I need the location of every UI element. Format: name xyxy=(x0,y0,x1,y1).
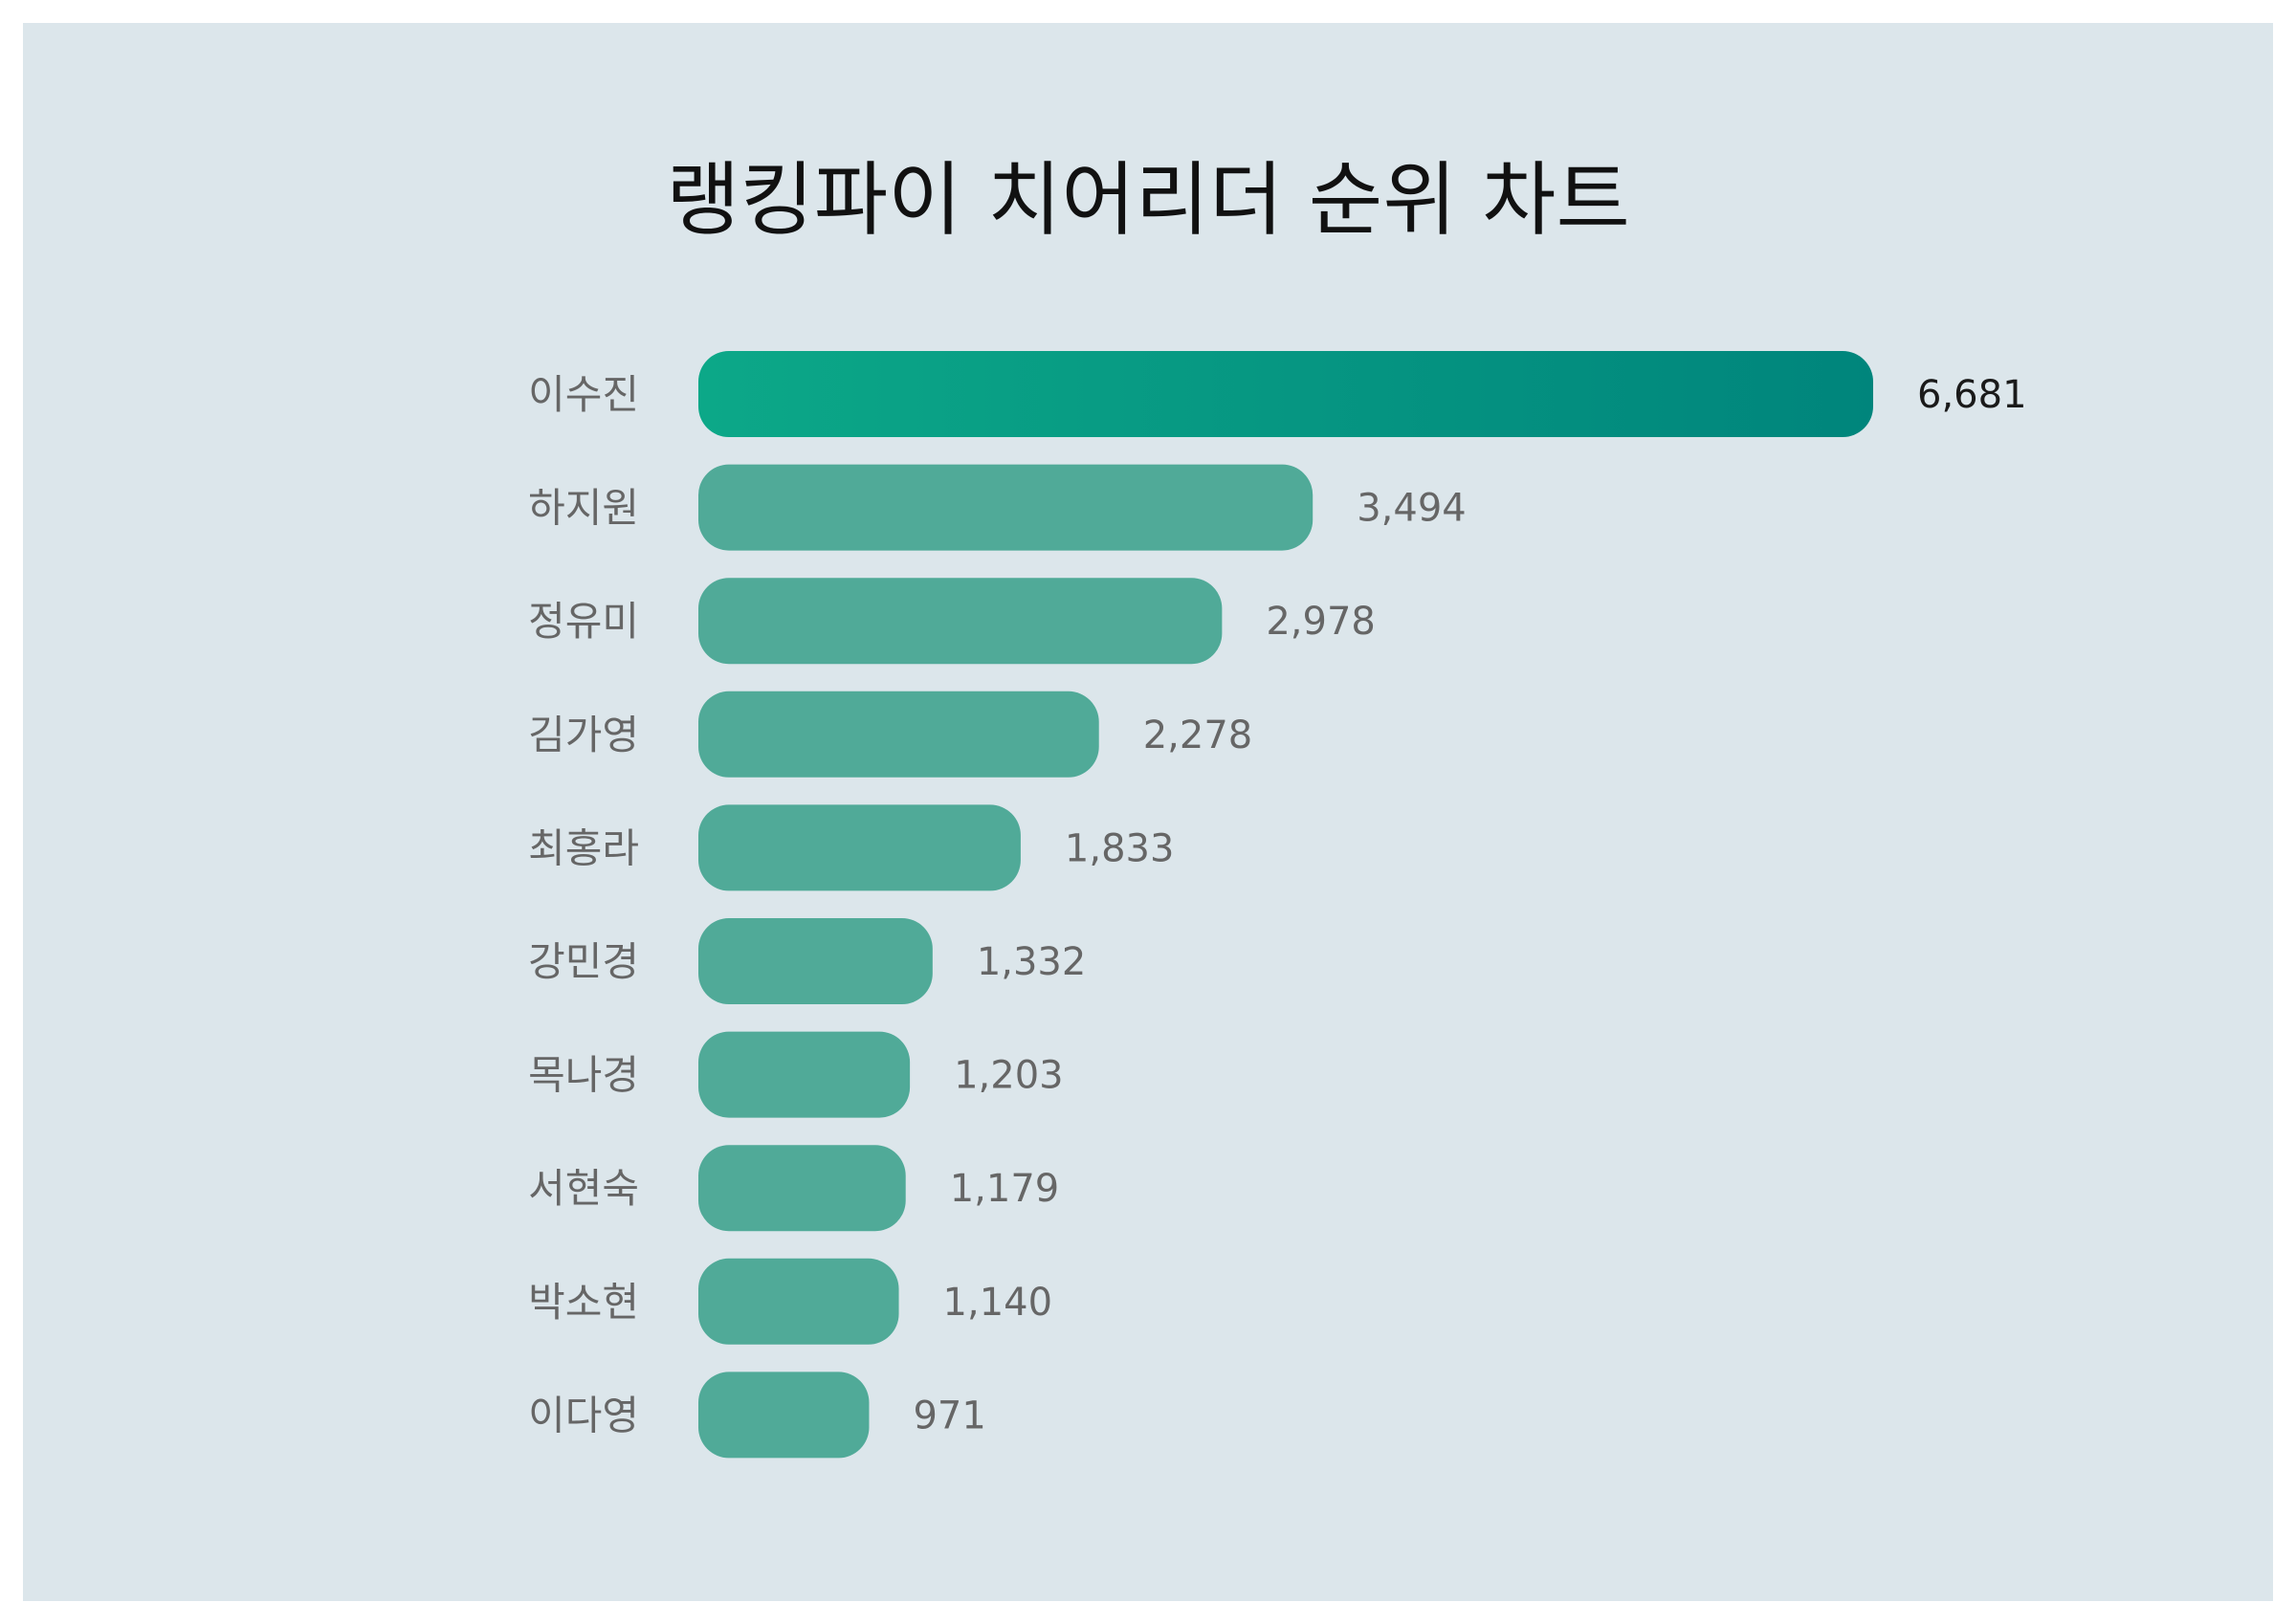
value-label: 2,978 xyxy=(1266,600,1376,644)
value-label: 1,203 xyxy=(954,1054,1064,1098)
bar-5 xyxy=(698,804,1021,891)
category-label: 김가영 xyxy=(528,712,639,758)
category-label: 목나경 xyxy=(528,1052,639,1099)
value-label: 1,833 xyxy=(1065,826,1175,870)
category-label: 정유미 xyxy=(528,598,639,645)
bar-2 xyxy=(698,464,1314,551)
category-label: 하지원 xyxy=(528,485,639,532)
chart-panel xyxy=(23,23,2273,1601)
bar-9 xyxy=(698,1258,899,1345)
category-label: 서현숙 xyxy=(528,1165,639,1212)
category-label: 이다영 xyxy=(528,1392,639,1438)
category-label: 이수진 xyxy=(528,371,639,418)
bar-10 xyxy=(698,1372,870,1459)
category-label: 강민경 xyxy=(528,938,639,985)
bar-3 xyxy=(698,578,1223,665)
value-label: 1,179 xyxy=(950,1167,1060,1211)
value-label: 1,140 xyxy=(943,1281,1053,1325)
value-label: 6,681 xyxy=(1917,373,2027,417)
category-label: 박소현 xyxy=(528,1279,639,1326)
bar-6 xyxy=(698,918,933,1004)
category-label: 최홍라 xyxy=(528,824,639,871)
value-label: 1,332 xyxy=(977,940,1087,984)
chart-title: 랭킹파이 치어리더 순위 차트 xyxy=(666,153,1629,247)
bar-8 xyxy=(698,1145,906,1232)
bars-group: 이수진 6,681 하지원 3,494 정유미 2,978 김가영 2,278 최홍라 1,833… xyxy=(528,351,2027,1459)
bar-4 xyxy=(698,691,1099,778)
value-label: 2,278 xyxy=(1143,713,1253,757)
bar-1 xyxy=(698,351,1873,437)
bar-7 xyxy=(698,1031,911,1118)
value-label: 971 xyxy=(913,1394,985,1437)
value-label: 3,494 xyxy=(1357,487,1467,531)
